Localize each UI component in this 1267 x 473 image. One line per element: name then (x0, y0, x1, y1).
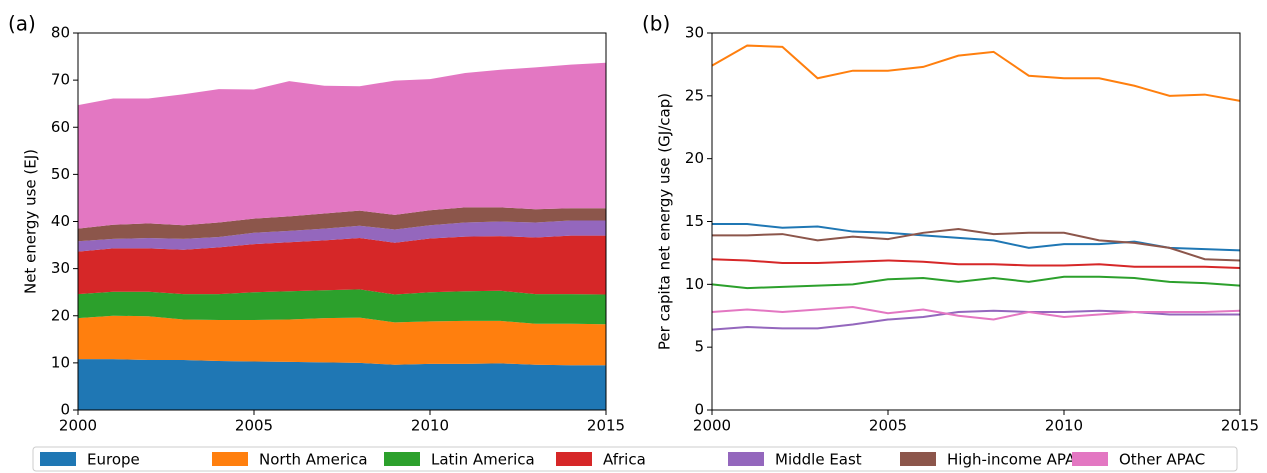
x-tick-label: 2010 (411, 417, 449, 435)
y-tick-label: 80 (51, 24, 70, 42)
y-tick-label: 20 (685, 149, 704, 167)
area (78, 62, 606, 229)
area (78, 207, 606, 242)
legend-label: Middle East (775, 451, 862, 469)
y-tick-label: 10 (685, 275, 704, 293)
legend-label: Europe (87, 451, 140, 469)
area (78, 289, 606, 325)
legend-swatch (212, 452, 248, 466)
plot-frame (711, 32, 1241, 411)
legend-label: Latin America (431, 451, 535, 469)
x-tick-label: 2015 (1221, 417, 1259, 435)
x-tick-label: 2000 (59, 417, 97, 435)
y-tick-label: 25 (685, 86, 704, 104)
x-tick-label: 2010 (1045, 417, 1083, 435)
x-tick-label: 2005 (869, 417, 907, 435)
area (78, 235, 606, 295)
y-axis-label: Per capita net energy use (GJ/cap) (656, 93, 674, 350)
x-tick-label: 2015 (587, 417, 625, 435)
line (711, 275, 1241, 290)
area (78, 220, 606, 252)
y-tick-label: 15 (685, 212, 704, 230)
legend-label: High-income APAC (947, 451, 1085, 469)
legend-swatch (900, 452, 936, 466)
panel-1: 0 5 10 15 20 25 30 2000 2005 2010 2015 Per capita n… (642, 12, 1259, 435)
legend-swatch (1072, 452, 1108, 466)
y-axis-label: Net energy use (EJ) (22, 149, 40, 294)
line (712, 228, 1241, 262)
panel-label: (b) (642, 12, 670, 36)
legend-label: North America (259, 451, 368, 469)
y-tick-label: 40 (51, 212, 70, 230)
y-tick-label: 20 (51, 306, 70, 324)
y-tick-label: 0 (694, 401, 704, 419)
area (78, 359, 606, 410)
y-tick-label: 30 (685, 24, 704, 42)
y-tick-label: 50 (51, 165, 70, 183)
legend-swatch (556, 452, 592, 466)
area (78, 315, 606, 366)
line (711, 258, 1241, 269)
legend-swatch (40, 452, 76, 466)
y-tick-label: 10 (51, 353, 70, 371)
legend-label: Africa (603, 451, 646, 469)
y-tick-label: 0 (60, 401, 70, 419)
line (711, 309, 1240, 331)
y-tick-label: 70 (51, 71, 70, 89)
line (711, 44, 1241, 102)
y-tick-label: 60 (51, 118, 70, 136)
legend: Europe North America Latin America Africa Mi… (32, 446, 1238, 472)
panel-label: (a) (8, 12, 36, 36)
legend-label: Other APAC (1119, 451, 1205, 469)
x-tick-label: 2005 (235, 417, 273, 435)
x-tick-label: 2000 (693, 417, 731, 435)
y-tick-label: 30 (51, 259, 70, 277)
line (711, 305, 1241, 321)
panel-0: 0 10 20 30 40 50 60 70 80 2000 2005 2010 2015 Net ene… (8, 12, 625, 435)
legend-swatch (384, 452, 420, 466)
legend-swatch (728, 452, 764, 466)
y-tick-label: 5 (694, 338, 704, 356)
